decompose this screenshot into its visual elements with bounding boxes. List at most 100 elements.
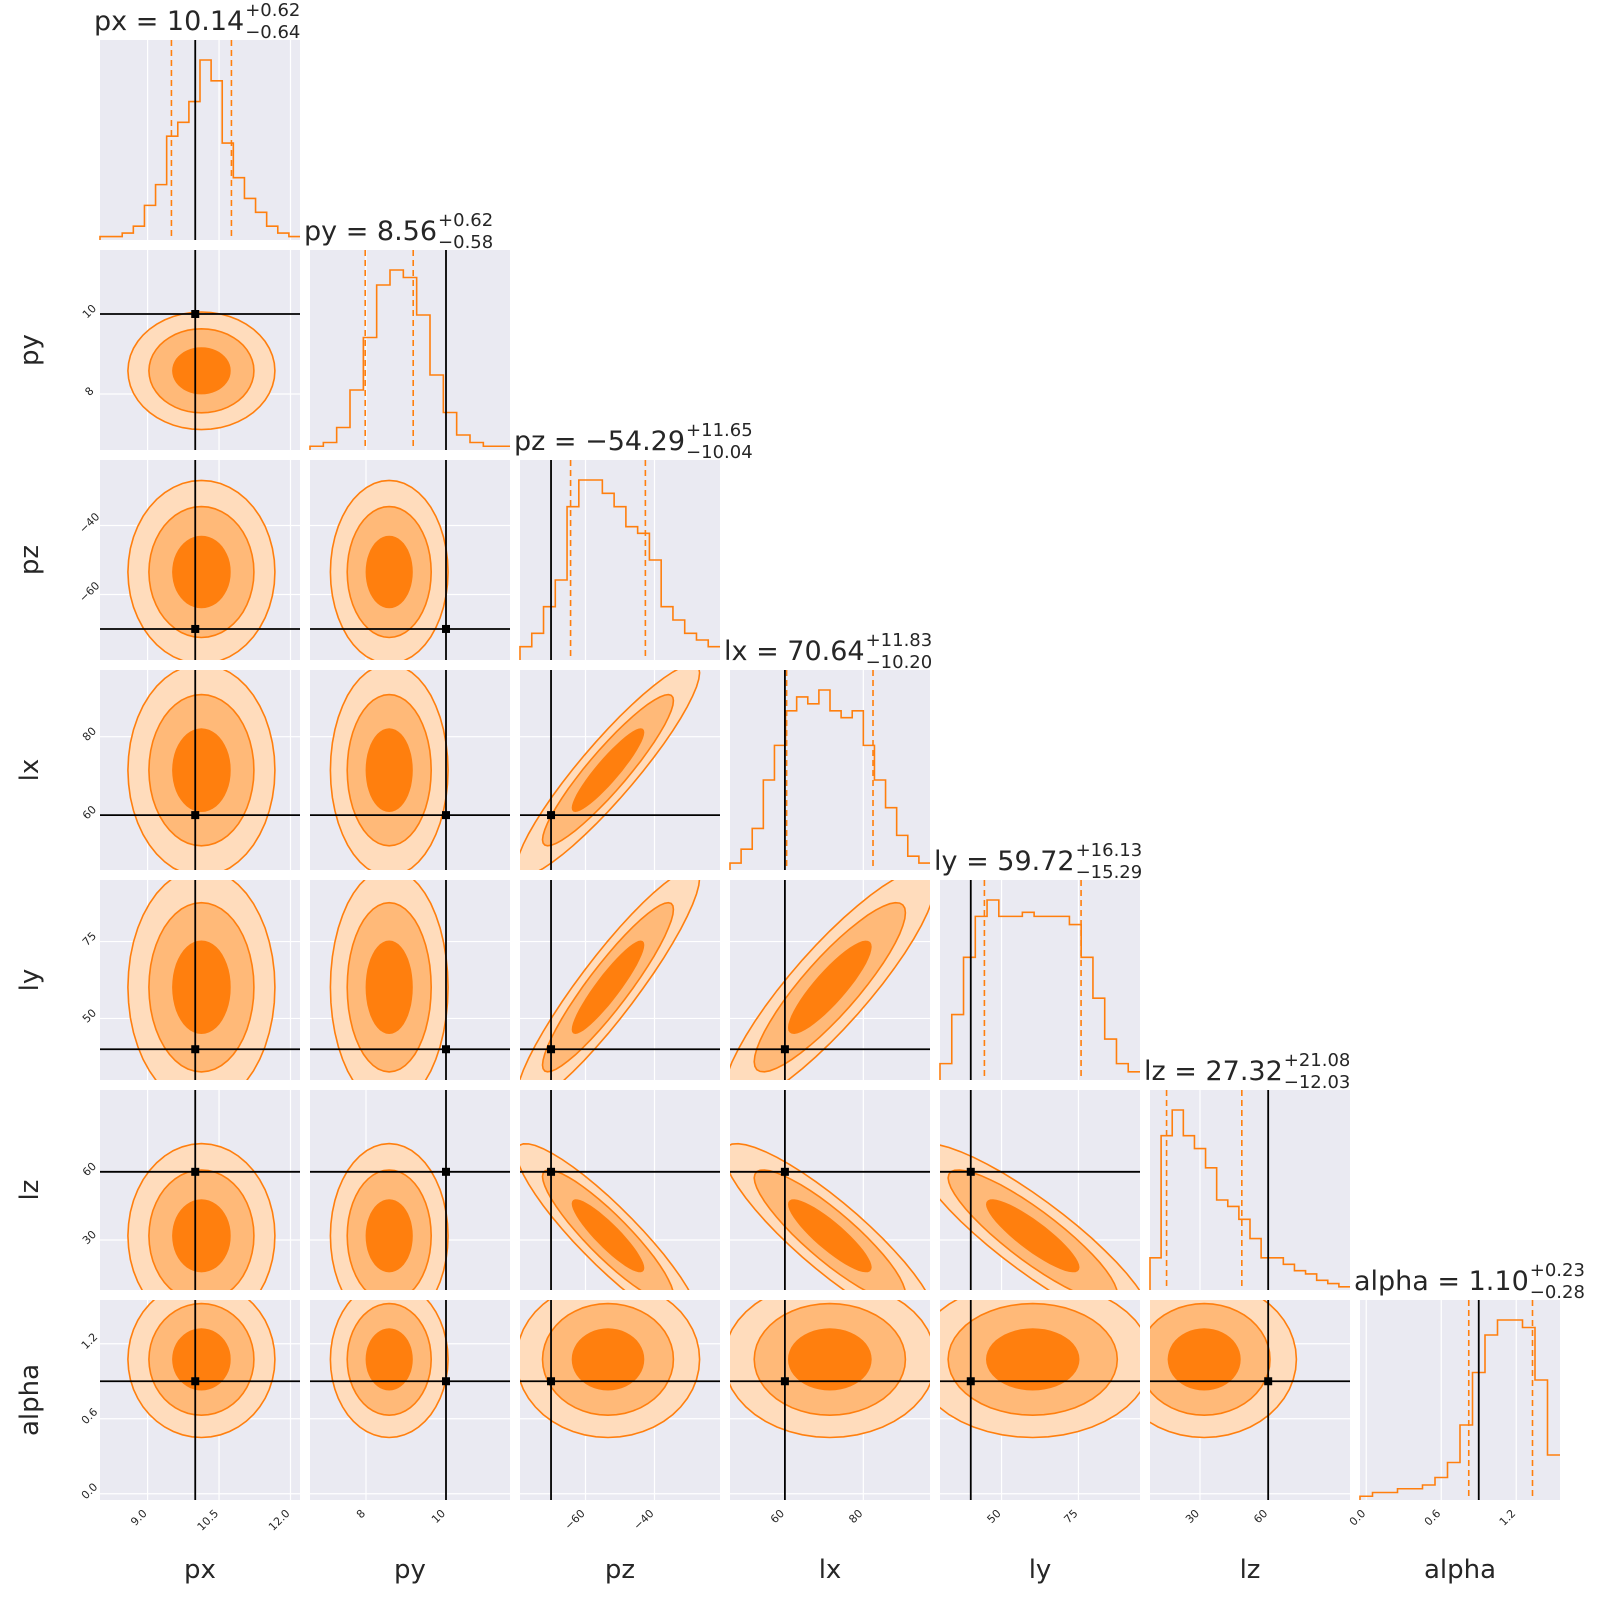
contour-level-inner bbox=[365, 535, 413, 609]
title-value: pz = −54.29 bbox=[514, 426, 685, 457]
x-axis-label-pz: pz bbox=[605, 1555, 635, 1585]
y-tick-label: −60 bbox=[77, 579, 103, 605]
contours bbox=[329, 880, 449, 1080]
panel-background bbox=[520, 460, 720, 660]
truth-point bbox=[442, 1377, 450, 1386]
contours bbox=[127, 1300, 276, 1439]
contour-level-inner bbox=[571, 940, 645, 1035]
truth-point bbox=[547, 1045, 556, 1054]
truth-point bbox=[442, 1045, 450, 1054]
contour-level-inner bbox=[571, 728, 645, 813]
title-error-minus: −0.58 bbox=[438, 232, 493, 253]
y-axis-label-pz: pz bbox=[15, 545, 45, 575]
contour-panel-pz-lx bbox=[520, 670, 720, 870]
x-tick-label: 0.0 bbox=[1347, 1507, 1369, 1529]
y-axis-label-ly: ly bbox=[15, 969, 45, 992]
title-error-minus: −10.04 bbox=[686, 442, 753, 463]
truth-point bbox=[191, 310, 200, 318]
title-error-minus: −15.29 bbox=[1076, 862, 1143, 883]
contour-panel-py-ly bbox=[310, 880, 510, 1080]
truth-point bbox=[442, 624, 450, 633]
title-lx: lx = 70.64 +11.83−10.20 bbox=[724, 630, 932, 673]
contour-panel-lx-lz bbox=[730, 1090, 930, 1290]
title-error-minus: −12.03 bbox=[1284, 1072, 1351, 1093]
x-tick-label: 10 bbox=[429, 1507, 448, 1526]
y-tick-label: 75 bbox=[80, 930, 99, 949]
contours bbox=[127, 880, 276, 1080]
contour-panel-lx-alpha: 60 80 lx bbox=[730, 1300, 930, 1585]
title-error-plus: +0.23 bbox=[1530, 1260, 1585, 1281]
contour-panel-pz-ly bbox=[520, 880, 720, 1080]
truth-point bbox=[966, 1377, 975, 1386]
y-tick-label: 0.6 bbox=[79, 1405, 101, 1427]
contour-panel-lx-ly bbox=[730, 880, 930, 1080]
y-tick-label: 10 bbox=[80, 302, 99, 321]
hist-panel-lz: lz = 27.32 +21.08−12.03 bbox=[1144, 1050, 1350, 1290]
contours bbox=[730, 1300, 930, 1439]
truth-point bbox=[191, 1167, 200, 1176]
contours bbox=[1150, 1300, 1298, 1439]
x-tick-label: 60 bbox=[768, 1507, 787, 1526]
y-tick-label: 0.0 bbox=[79, 1480, 101, 1502]
x-axis-label-lx: lx bbox=[819, 1555, 842, 1585]
contour-level-inner bbox=[172, 1199, 231, 1273]
contour-level-inner bbox=[787, 940, 872, 1035]
x-axis-label-alpha: alpha bbox=[1424, 1555, 1496, 1585]
x-tick-label: 60 bbox=[1251, 1507, 1270, 1526]
title-value: lz = 27.32 bbox=[1144, 1056, 1283, 1087]
truth-point bbox=[442, 1167, 450, 1176]
x-tick-label: 8 bbox=[354, 1507, 368, 1521]
x-tick-label: −60 bbox=[562, 1507, 588, 1533]
x-tick-label: 30 bbox=[1183, 1507, 1202, 1526]
x-tick-label: 0.6 bbox=[1422, 1507, 1444, 1529]
y-tick-label: 80 bbox=[80, 725, 99, 744]
contour-level-inner bbox=[172, 347, 231, 395]
hist-panel-px: px = 10.14 +0.62−0.64 bbox=[94, 0, 300, 240]
contour-panel-pz-lz bbox=[520, 1090, 720, 1290]
y-axis-label-lx: lx bbox=[15, 759, 45, 782]
contour-panel-px-pz: −60 −40 pz bbox=[15, 460, 300, 660]
contour-level-inner bbox=[985, 1199, 1080, 1273]
truth-point bbox=[780, 1377, 789, 1386]
hist-panel-py: py = 8.56 +0.62−0.58 bbox=[304, 210, 510, 450]
title-value: py = 8.56 bbox=[304, 216, 437, 247]
title-value: lx = 70.64 bbox=[724, 636, 865, 667]
x-tick-label: 10.5 bbox=[195, 1507, 222, 1534]
contour-level-inner bbox=[172, 1328, 231, 1391]
truth-point bbox=[1264, 1377, 1273, 1386]
title-error-minus: −10.20 bbox=[866, 652, 933, 673]
contours bbox=[940, 1144, 1140, 1290]
contour-level-inner bbox=[365, 940, 413, 1035]
y-axis-label-py: py bbox=[15, 334, 45, 366]
y-tick-label: 50 bbox=[80, 1006, 99, 1025]
contour-panel-ly-lz bbox=[940, 1090, 1140, 1290]
contour-level-inner bbox=[985, 1328, 1080, 1391]
contours bbox=[127, 479, 276, 660]
contour-panel-px-ly: 50 75 ly bbox=[15, 880, 300, 1080]
truth-point bbox=[191, 1045, 200, 1054]
hist-panel-ly: ly = 59.72 +16.13−15.29 bbox=[934, 840, 1142, 1080]
contour-panel-px-py: 8 10 py bbox=[15, 250, 300, 450]
panel-background bbox=[1360, 1300, 1560, 1500]
contours bbox=[329, 1142, 449, 1290]
y-tick-label: −40 bbox=[77, 510, 103, 536]
truth-point bbox=[547, 1167, 556, 1176]
contours bbox=[940, 1300, 1140, 1439]
title-ly: ly = 59.72 +16.13−15.29 bbox=[934, 840, 1142, 883]
contours bbox=[329, 1300, 449, 1439]
contour-level-inner bbox=[365, 728, 413, 813]
truth-point bbox=[442, 811, 450, 820]
y-tick-label: 1.2 bbox=[79, 1330, 101, 1352]
contour-level-inner bbox=[787, 1199, 872, 1273]
y-tick-label: 60 bbox=[80, 803, 99, 822]
contour-level-inner bbox=[365, 1199, 413, 1273]
y-axis-label-alpha: alpha bbox=[15, 1364, 45, 1436]
truth-point bbox=[780, 1167, 789, 1176]
hist-panel-pz: pz = −54.29 +11.65−10.04 bbox=[514, 420, 753, 660]
contours bbox=[730, 880, 930, 1080]
histogram-pz bbox=[519, 479, 720, 660]
title-px: px = 10.14 +0.62−0.64 bbox=[94, 0, 300, 43]
contours bbox=[127, 670, 276, 870]
title-value: alpha = 1.10 bbox=[1354, 1266, 1529, 1297]
